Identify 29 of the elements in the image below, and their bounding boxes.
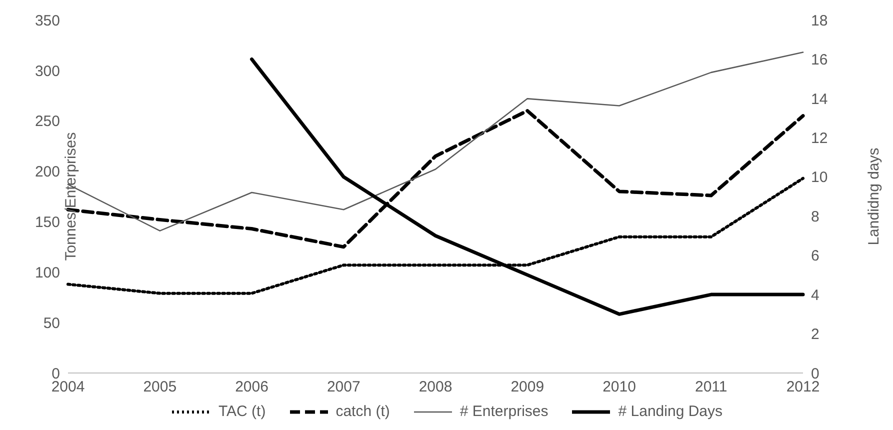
y2-tick-label: 8 — [811, 208, 820, 226]
y2-tick-label: 14 — [811, 90, 828, 108]
x-tick-label: 2011 — [694, 378, 728, 396]
y2-tick-label: 6 — [811, 248, 820, 265]
legend-label: # Enterprises — [458, 403, 548, 420]
y-tick-label: 200 — [34, 164, 60, 181]
x-tick-label: 2007 — [326, 378, 360, 396]
legend-label: # Landing Days — [617, 403, 723, 420]
y-tick-label: 150 — [34, 214, 60, 232]
legend-label: TAC (t) — [217, 403, 266, 420]
y2-tick-label: 2 — [811, 326, 820, 344]
y2-tick-label: 10 — [811, 169, 828, 186]
y-tick-label: 300 — [34, 62, 60, 80]
y2-tick-label: 18 — [811, 12, 828, 30]
y2-tick-label: 16 — [811, 52, 828, 69]
x-tick-label: 2010 — [602, 378, 636, 396]
y2-axis-title: Landidng days — [865, 148, 882, 246]
y2-tick-label: 12 — [811, 130, 828, 147]
y-tick-label: 50 — [43, 314, 60, 332]
y-tick-label: 100 — [34, 264, 60, 282]
x-tick-label: 2008 — [418, 378, 452, 396]
y-axis-title: Tonnes/Enterprises — [62, 132, 80, 261]
legend-label: catch (t) — [334, 403, 390, 420]
x-tick-label: 2009 — [510, 378, 544, 396]
x-tick-label: 2006 — [235, 378, 268, 396]
y2-tick-label: 4 — [811, 286, 820, 304]
y-tick-label: 350 — [34, 12, 60, 30]
x-tick-label: 2005 — [143, 378, 177, 396]
y-tick-label: 250 — [34, 113, 60, 130]
